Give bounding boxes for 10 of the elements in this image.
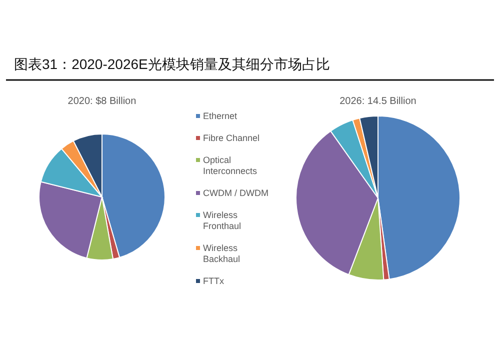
legend-label: FTTx — [203, 276, 224, 286]
legend-label: Wireless Fronthaul — [203, 210, 242, 231]
legend-label: Ethernet — [203, 111, 238, 121]
legend-label: Wireless Backhaul — [203, 243, 240, 264]
chart-title: 2026: 14.5 Billion — [340, 96, 416, 107]
legend-label: CWDM / DWDM — [203, 188, 268, 198]
legend-label: Optical Interconnects — [203, 155, 258, 176]
chart-subtitle: 2020: $8 Billion — [68, 96, 136, 107]
chart-title: 图表31：2020-2026E光模块销量及其细分市场占比 — [14, 56, 330, 72]
legend-label: Fibre Channel — [203, 133, 260, 143]
